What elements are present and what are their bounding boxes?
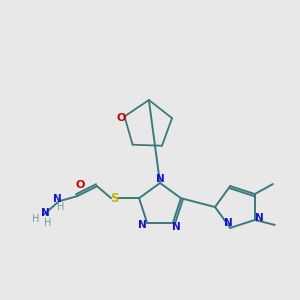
Text: N: N [172,222,180,232]
Text: N: N [255,213,264,223]
Text: S: S [110,192,118,205]
Text: N: N [41,208,50,218]
Text: H: H [44,218,52,228]
Text: H: H [32,214,40,224]
Text: N: N [53,194,62,204]
Text: H: H [57,202,65,212]
Text: N: N [224,218,233,228]
Text: O: O [117,113,126,123]
Text: N: N [138,220,146,230]
Text: N: N [156,174,164,184]
Text: O: O [75,180,85,190]
